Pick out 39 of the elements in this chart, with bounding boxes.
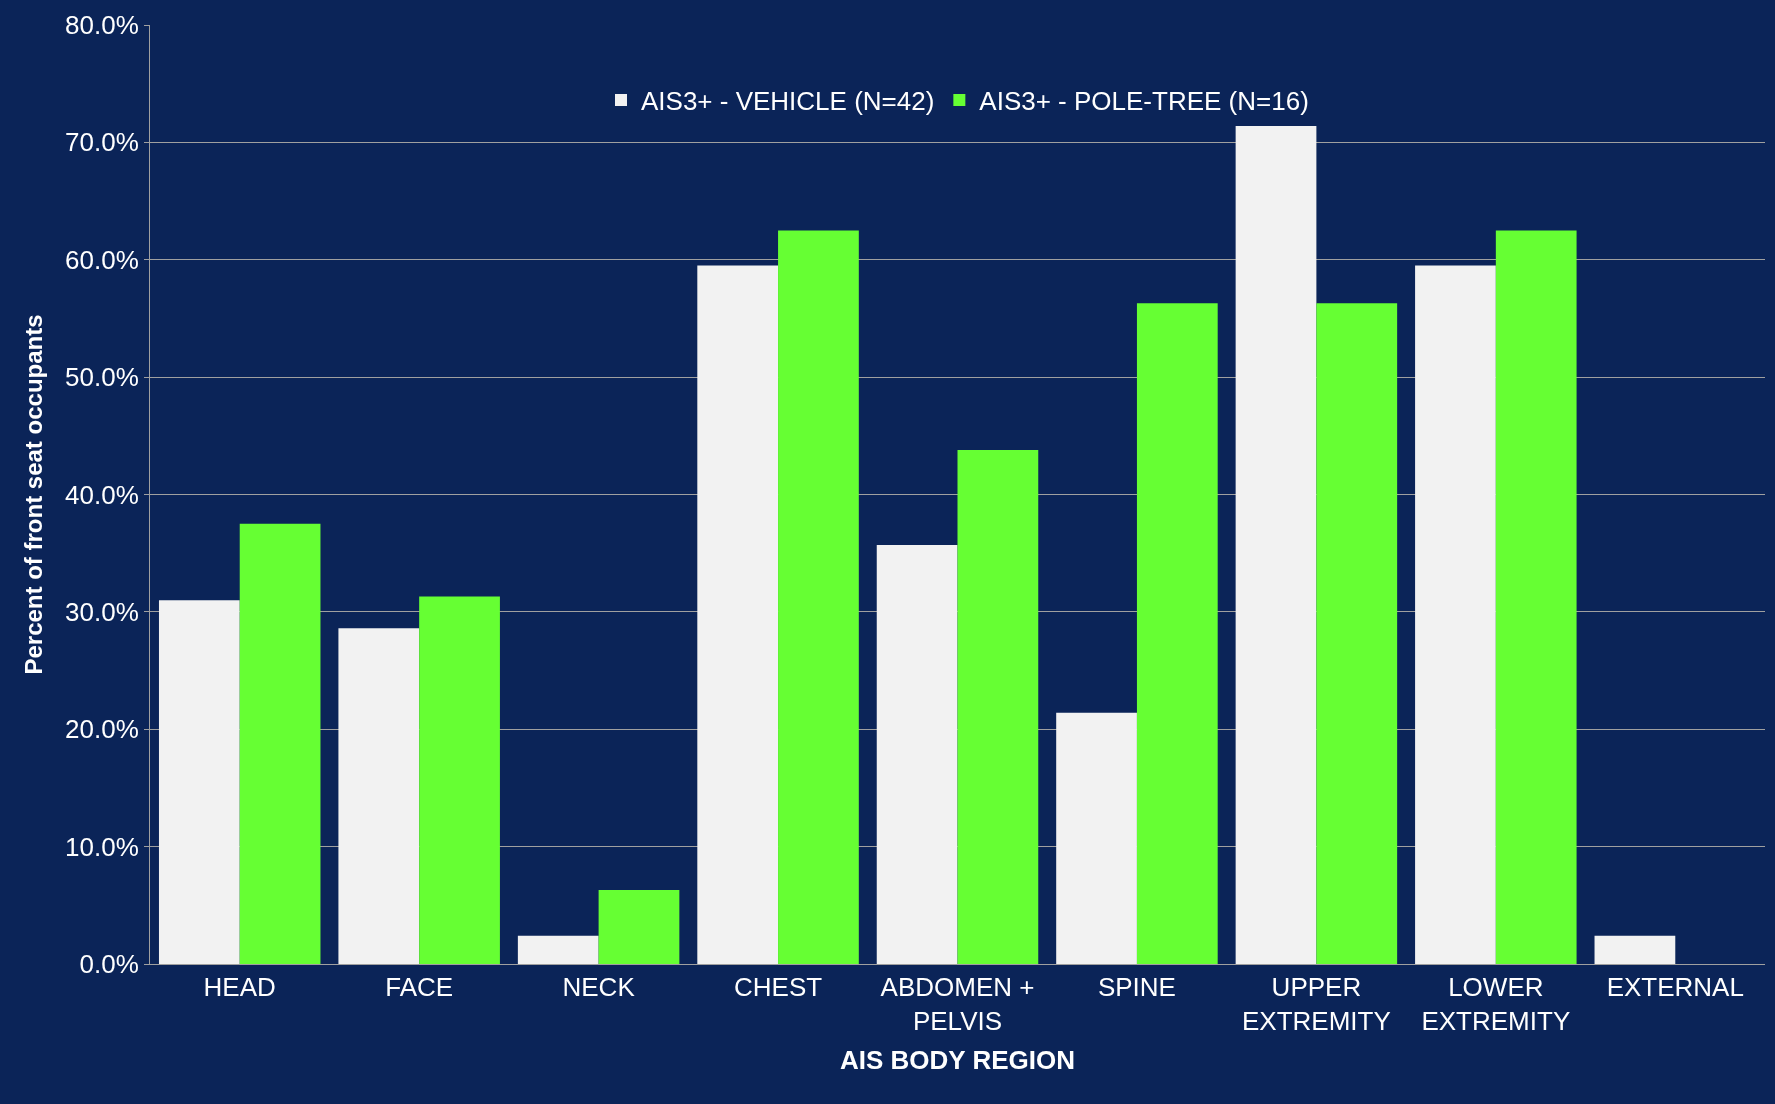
bar [338,628,420,964]
bar [778,230,859,964]
y-tick-label: 80.0% [65,10,139,41]
bar [1056,712,1137,964]
y-tick-label: 10.0% [65,831,139,862]
bar [1136,303,1218,964]
y-tick-label: 70.0% [65,127,139,158]
x-axis-title: AIS BODY REGION [839,1044,1076,1075]
bar [419,596,500,964]
bar [957,449,1039,964]
x-tick-label: UPPER EXTREMITY [1241,972,1391,1036]
legend-label: AIS3+ - VEHICLE (N=42) [641,86,935,117]
x-tick-label: ABDOMEN + PELVIS [880,972,1035,1036]
bar [1415,265,1496,964]
y-tick-label: 60.0% [65,244,139,275]
x-tick-label: NECK [562,972,636,1003]
bar [1316,303,1398,964]
x-tick-label: EXTERNAL [1606,972,1744,1003]
y-tick-label: 0.0% [79,949,139,980]
x-tick-label: FACE [385,972,454,1003]
bar [517,935,599,964]
x-tick-label: LOWER EXTREMITY [1421,972,1571,1036]
y-axis-title: Percent of front seat occupants [20,314,48,675]
bar [1235,125,1317,964]
bar [239,523,321,964]
y-tick-label: 40.0% [65,479,139,510]
bar [158,600,240,964]
legend-label: AIS3+ - POLE-TREE (N=16) [979,86,1309,117]
x-tick-label: SPINE [1097,972,1176,1003]
bar [1495,230,1577,964]
bar [697,265,779,964]
y-tick-label: 30.0% [65,596,139,627]
x-tick-label: HEAD [203,972,276,1003]
y-tick-label: 50.0% [65,362,139,393]
x-tick-label: CHEST [734,972,823,1003]
bar [598,890,680,964]
bar [876,544,958,964]
bar [1594,935,1676,964]
y-tick-label: 20.0% [65,714,139,745]
